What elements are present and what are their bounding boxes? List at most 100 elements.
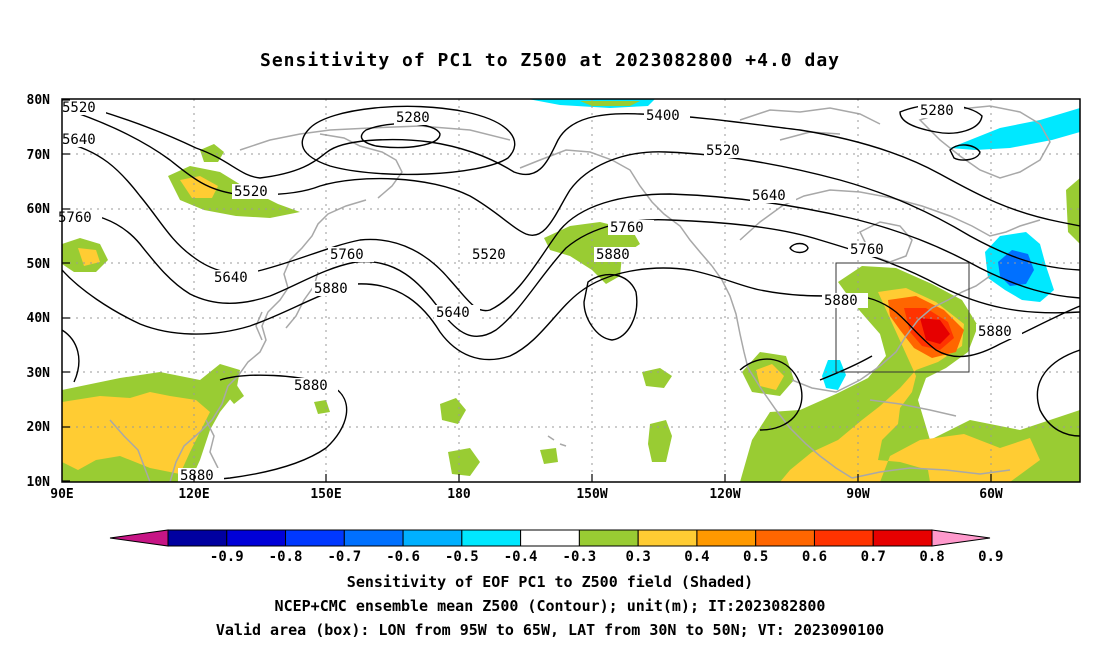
contour-5280-closed	[301, 105, 516, 176]
contour-label: 5520	[472, 247, 506, 263]
coast-kamchatka	[319, 133, 403, 199]
contour-5520	[62, 107, 1080, 271]
contour-label: 5880	[180, 468, 214, 484]
coast-philippines	[205, 419, 219, 469]
shade-positive-pacific-1	[440, 398, 466, 424]
contour-5880-mexico	[819, 355, 873, 381]
contour-5880-atlantic-low	[1036, 349, 1080, 437]
coast-canada	[739, 189, 1041, 241]
colorbar-swatch	[461, 529, 522, 547]
colorbar-tick-label: -0.8	[269, 549, 303, 565]
shade-positive-east-edge	[1066, 178, 1080, 244]
contour-5880-hump	[739, 358, 803, 431]
colorbar-swatch	[343, 529, 404, 547]
colorbar-swatch	[696, 529, 757, 547]
contour-label: 5520	[62, 100, 96, 116]
shade-orange-gulf	[756, 364, 784, 390]
colorbar-tick-label: -0.3	[563, 549, 597, 565]
lat-label: 80N	[27, 93, 51, 108]
contour-5880-loop	[583, 273, 638, 341]
shade-negative-core	[998, 250, 1034, 286]
contour-label: 5880	[294, 378, 328, 394]
lat-label: 70N	[27, 148, 51, 163]
lat-label: 10N	[27, 475, 51, 490]
contour-label: 5520	[234, 184, 268, 200]
colorbar-tick-label: 0.4	[684, 549, 709, 565]
shade-orange-atlantic	[780, 288, 1040, 482]
lon-label: 150E	[310, 487, 341, 502]
shade-orange-kamchatka	[180, 176, 218, 198]
footer-line-1: Sensitivity of EOF PC1 to Z500 field (Sh…	[346, 573, 754, 591]
colorbar-tick-label: -0.5	[445, 549, 479, 565]
contour-label: 5760	[850, 242, 884, 258]
contour-5400	[62, 99, 1080, 227]
lat-label: 60N	[27, 202, 51, 217]
contour-label: 5880	[314, 281, 348, 297]
footer-line-2: NCEP+CMC ensemble mean Z500 (Contour); u…	[274, 597, 826, 615]
shade-green-top	[580, 101, 640, 106]
contour-label: 5280	[396, 110, 430, 126]
contour-labels: 5520 5640 5760 5280 5520 5400 5520 5280 …	[56, 100, 1022, 484]
coast-us-east	[879, 275, 991, 367]
contour-label: 5640	[436, 305, 470, 321]
contour-label: 5880	[824, 293, 858, 309]
colorbar-tick-label: 0.7	[861, 549, 886, 565]
lat-label: 40N	[27, 311, 51, 326]
contour-label: 5640	[214, 270, 248, 286]
coast-south-america	[851, 467, 1011, 479]
coast-alaska	[519, 149, 713, 267]
contour-label: 5760	[58, 210, 92, 226]
shade-positive-pacific-4	[648, 420, 672, 462]
colorbar-swatch	[637, 529, 698, 547]
shade-positive-pacific-7	[540, 448, 558, 464]
contour-small-loop	[789, 242, 809, 254]
coast-korea	[255, 311, 263, 341]
colorbar-swatch	[226, 529, 287, 547]
colorbar-tick-label: -0.6	[386, 549, 420, 565]
coast-north-america	[711, 265, 853, 479]
contour-5880-west	[62, 329, 80, 383]
z500-contours	[62, 99, 1080, 482]
lat-labels: 80N 70N 60N 50N 40N 30N 20N 10N	[27, 93, 51, 490]
contour-label: 5400	[646, 108, 680, 124]
lat-label: 50N	[27, 257, 51, 272]
colorbar-swatch	[813, 529, 874, 547]
colorbar-swatch	[285, 529, 345, 547]
colorbar-arrow-left	[109, 529, 169, 547]
lon-label: 150W	[576, 487, 607, 502]
coast-caribbean	[869, 399, 957, 417]
contour-label: 5880	[978, 324, 1012, 340]
colorbar-tick-label: -0.4	[504, 549, 538, 565]
contour-label: 5280	[920, 103, 954, 119]
lon-label: 60W	[979, 487, 1003, 502]
coast-gulf	[791, 365, 881, 393]
shade-red-core	[920, 318, 950, 344]
coast-hawaii	[547, 435, 567, 447]
colorbar-tick-label: -0.9	[210, 549, 244, 565]
shade-orange-asia	[62, 392, 210, 474]
shaded-sensitivity	[62, 99, 1080, 482]
shade-positive-atlantic	[740, 266, 1080, 482]
lon-label: 180	[447, 487, 471, 502]
colorbar-arrow-right	[931, 529, 991, 547]
coast-siberia	[239, 125, 511, 151]
footer-line-3: Valid area (box): LON from 95W to 65W, L…	[215, 621, 885, 639]
shade-orange-west-small	[78, 248, 100, 266]
shade-positive-pacific-3	[642, 368, 672, 388]
contour-5280-east-small	[949, 144, 981, 161]
colorbar-swatch	[755, 529, 815, 547]
coast-indochina	[109, 419, 151, 482]
colorbar: -0.9 -0.8 -0.7 -0.6 -0.5 -0.4 -0.3 0.3 0.4 0.5 0.6…	[109, 529, 1003, 565]
lon-label: 120W	[709, 487, 740, 502]
contour-label: 5520	[706, 143, 740, 159]
valid-area-box	[835, 262, 970, 373]
colorbar-swatch	[167, 529, 228, 547]
colorbar-swatch	[872, 529, 933, 547]
shade-positive-pacific-5	[314, 400, 330, 414]
contour-5880-pacific	[189, 374, 348, 482]
colorbar-tick-label: 0.3	[626, 549, 651, 565]
colorbar-tick-label: 0.6	[802, 549, 827, 565]
colorbar-tick-label: -0.7	[327, 549, 361, 565]
colorbar-swatch	[578, 529, 639, 547]
shade-negative-ne	[950, 108, 1080, 150]
